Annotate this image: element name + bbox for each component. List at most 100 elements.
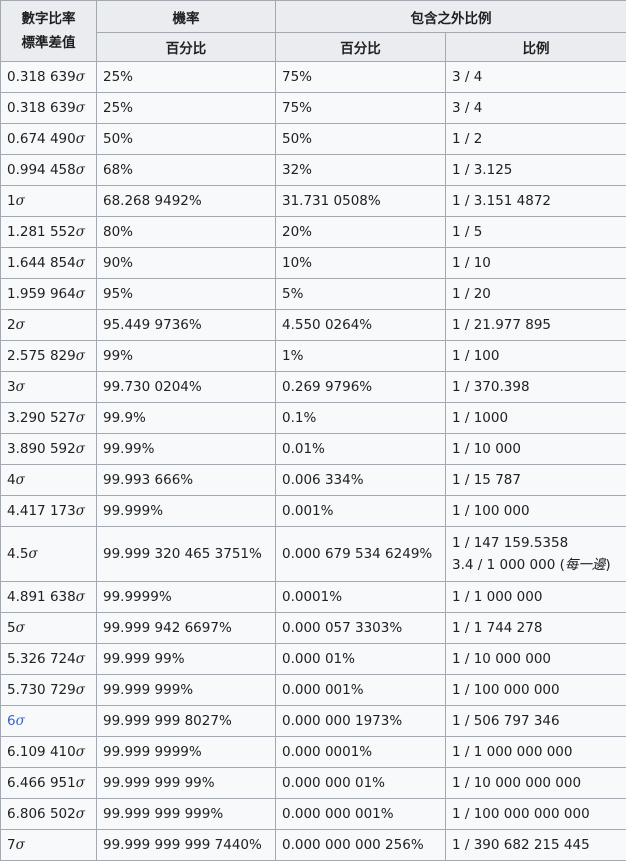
z-value: 3.290 527	[7, 410, 76, 426]
z-value: 5.326 724	[7, 651, 76, 667]
header-outside: 包含之外比例	[275, 0, 626, 33]
ratio-value: 1 / 1 000 000	[452, 589, 543, 605]
table-row: 3σ 99.730 0204% 0.269 9796% 1 / 370.398	[0, 371, 626, 403]
table-row: 4σ 99.993 666% 0.006 334% 1 / 15 787	[0, 464, 626, 496]
outside-percent-cell: 0.0001%	[275, 581, 446, 613]
table-row: 6σ 99.999 999 8027% 0.000 000 1973% 1 / 506…	[0, 705, 626, 737]
z-score-cell: 2σ	[0, 309, 97, 341]
probability-cell: 80%	[96, 216, 276, 248]
table-row: 4.417 173σ 99.999% 0.001% 1 / 100 000	[0, 495, 626, 527]
sigma-symbol: σ	[75, 651, 85, 667]
header-probability: 機率	[96, 0, 276, 33]
header-z-line2: 標準差值	[21, 35, 76, 51]
sigma-symbol: σ	[75, 775, 85, 791]
sigma-symbol: σ	[75, 100, 85, 116]
ratio-value: 1 / 1 000 000 000	[452, 744, 573, 760]
ratio-value: 1 / 506 797 346	[452, 713, 560, 729]
ratio-value: 1 / 10 000	[452, 441, 521, 457]
sigma-symbol[interactable]: σ	[15, 713, 25, 729]
outside-percent-cell: 10%	[275, 247, 446, 279]
ratio-value: 1 / 3.125	[452, 162, 513, 178]
z-score-cell: 5.326 724σ	[0, 643, 97, 675]
sigma-symbol: σ	[75, 441, 85, 457]
sigma-symbol: σ	[75, 286, 85, 302]
z-value: 0.318 639	[7, 100, 76, 116]
table-row: 5.730 729σ 99.999 999% 0.000 001% 1 / 100 0…	[0, 674, 626, 706]
z-score-cell: 4.5σ	[0, 526, 97, 582]
header-ratio: 比例	[445, 32, 626, 62]
ratio-value: 1 / 370.398	[452, 379, 530, 395]
table-row: 7σ 99.999 999 999 7440% 0.000 000 000 256%…	[0, 829, 626, 861]
ratio-value: 1 / 5	[452, 224, 483, 240]
z-value: 2.575 829	[7, 348, 76, 364]
table-row: 2σ 95.449 9736% 4.550 0264% 1 / 21.977 895	[0, 309, 626, 341]
ratio-value-alt: 3.4 / 1 000 000 (	[452, 557, 565, 573]
z-value: 1.281 552	[7, 224, 76, 240]
z-value: 3.890 592	[7, 441, 76, 457]
outside-percent-cell: 0.000 057 3303%	[275, 612, 446, 644]
ratio-cell: 1 / 370.398	[445, 371, 626, 403]
probability-cell: 99.99%	[96, 433, 276, 465]
probability-cell: 99.9%	[96, 402, 276, 434]
ratio-cell: 1 / 5	[445, 216, 626, 248]
probability-cell: 68%	[96, 154, 276, 186]
probability-cell: 95%	[96, 278, 276, 310]
outside-percent-cell: 20%	[275, 216, 446, 248]
header-z-line1: 數字比率	[21, 11, 76, 27]
sigma-symbol: σ	[75, 224, 85, 240]
sigma-symbol: σ	[75, 503, 85, 519]
ratio-value: 1 / 21.977 895	[452, 317, 552, 333]
probability-cell: 99.999 99%	[96, 643, 276, 675]
z-value: 7	[7, 837, 16, 853]
ratio-value: 1 / 1000	[452, 410, 509, 426]
z-score-cell: 7σ	[0, 829, 97, 861]
ratio-cell: 1 / 1 000 000	[445, 581, 626, 613]
ratio-cell: 1 / 1 000 000 000	[445, 736, 626, 768]
probability-cell: 99.999 999 99%	[96, 767, 276, 799]
header-z-score: 數字比率 標準差值	[0, 0, 97, 62]
table-row: 6.109 410σ 99.999 9999% 0.000 0001% 1 / 1 0…	[0, 736, 626, 768]
ratio-cell: 1 / 147 159.5358 3.4 / 1 000 000 (每一邊)	[445, 526, 626, 582]
probability-cell: 99.999%	[96, 495, 276, 527]
z-value[interactable]: 6	[7, 713, 16, 729]
ratio-cell: 1 / 10 000 000 000	[445, 767, 626, 799]
z-value: 1.644 854	[7, 255, 76, 271]
z-score-cell: 0.674 490σ	[0, 123, 97, 155]
ratio-cell: 1 / 390 682 215 445	[445, 829, 626, 861]
ratio-value: 1 / 100 000	[452, 503, 530, 519]
z-score-cell: 0.318 639σ	[0, 61, 97, 93]
z-score-cell: 6σ	[0, 705, 97, 737]
z-score-cell: 0.318 639σ	[0, 92, 97, 124]
sigma-symbol: σ	[75, 682, 85, 698]
z-value: 2	[7, 317, 16, 333]
z-value: 4.891 638	[7, 589, 76, 605]
table-row: 1σ 68.268 9492% 31.731 0508% 1 / 3.151 4872	[0, 185, 626, 217]
ratio-value: 3 / 4	[452, 69, 483, 85]
outside-percent-cell: 0.000 01%	[275, 643, 446, 675]
z-value: 1	[7, 193, 16, 209]
probability-cell: 99.999 999%	[96, 674, 276, 706]
z-value: 0.994 458	[7, 162, 76, 178]
z-score-cell: 5σ	[0, 612, 97, 644]
z-score-cell: 5.730 729σ	[0, 674, 97, 706]
z-score-cell: 4.417 173σ	[0, 495, 97, 527]
outside-percent-cell: 0.000 000 01%	[275, 767, 446, 799]
z-score-cell: 4.891 638σ	[0, 581, 97, 613]
ratio-value: 1 / 147 159.5358	[452, 535, 569, 551]
table-row: 4.5σ 99.999 320 465 3751% 0.000 679 534 62…	[0, 526, 626, 582]
z-value: 0.674 490	[7, 131, 76, 147]
z-score-cell: 3σ	[0, 371, 97, 403]
probability-cell: 25%	[96, 92, 276, 124]
ratio-note: 每一邊	[564, 557, 606, 573]
table-row: 0.318 639σ 25% 75% 3 / 4	[0, 92, 626, 124]
probability-cell: 25%	[96, 61, 276, 93]
probability-cell: 99.993 666%	[96, 464, 276, 496]
z-value: 3	[7, 379, 16, 395]
ratio-cell: 1 / 15 787	[445, 464, 626, 496]
table-row: 0.994 458σ 68% 32% 1 / 3.125	[0, 154, 626, 186]
outside-percent-cell: 75%	[275, 92, 446, 124]
sigma-symbol: σ	[15, 620, 25, 636]
probability-cell: 50%	[96, 123, 276, 155]
sigma-symbol: σ	[15, 193, 25, 209]
outside-percent-cell: 50%	[275, 123, 446, 155]
